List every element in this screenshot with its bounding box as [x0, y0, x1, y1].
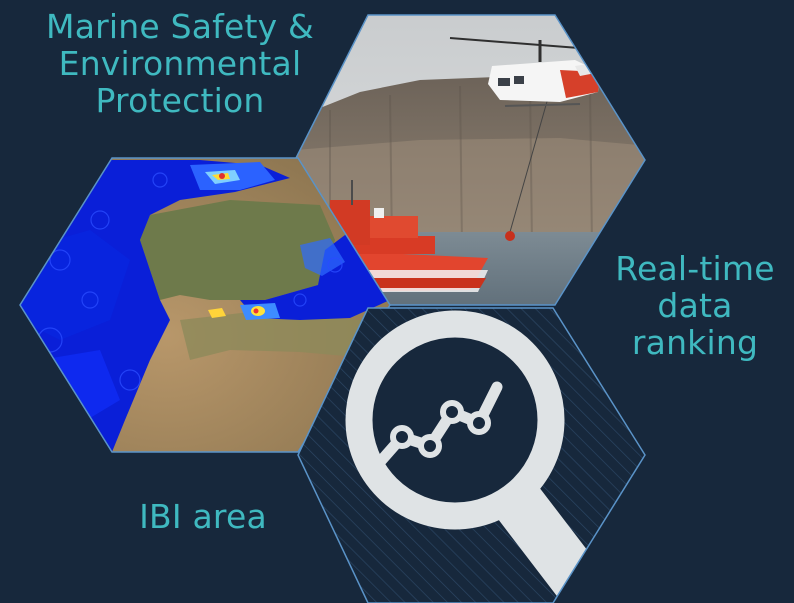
caption-realtime-ranking: Real-time data ranking [615, 249, 775, 362]
trend-line-icon [374, 381, 503, 468]
magnifier-chart-icon [345, 310, 611, 603]
caption-ibi-area: IBI area [139, 497, 267, 536]
caption-marine-safety: Marine Safety & Environmental Protection [46, 7, 314, 120]
